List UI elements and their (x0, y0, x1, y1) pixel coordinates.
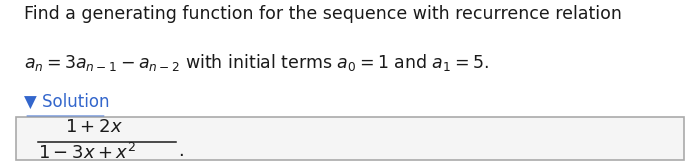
FancyBboxPatch shape (16, 117, 684, 160)
Text: .: . (178, 142, 183, 161)
Text: $1 - 3x + x^2$: $1 - 3x + x^2$ (38, 142, 136, 161)
Text: $1 + 2x$: $1 + 2x$ (65, 118, 123, 136)
Text: $a_n = 3a_{n-1} - a_{n-2}$ with initial terms $a_0 = 1$ and $a_1 = 5$.: $a_n = 3a_{n-1} - a_{n-2}$ with initial … (24, 52, 489, 72)
Text: ▼ Solution: ▼ Solution (24, 93, 110, 111)
Text: Find a generating function for the sequence with recurrence relation: Find a generating function for the seque… (24, 5, 622, 23)
